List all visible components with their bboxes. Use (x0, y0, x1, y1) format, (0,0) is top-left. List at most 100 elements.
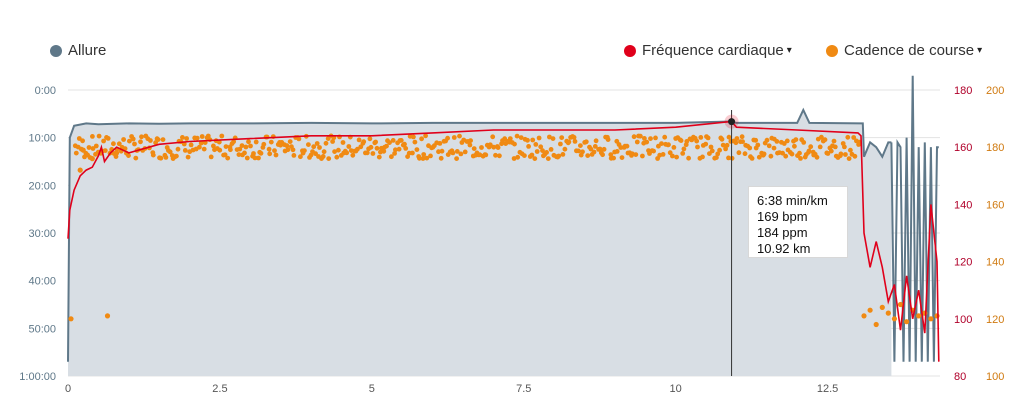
cadence-point (438, 155, 444, 161)
cadence-point (412, 139, 418, 145)
cadence-point (784, 138, 790, 144)
cadence-point (764, 137, 770, 143)
cadence-point (592, 144, 598, 149)
cadence-point (450, 150, 456, 156)
cadence-point (479, 145, 484, 150)
cadence-point (708, 144, 714, 150)
cadence-point (822, 137, 828, 143)
cadence-point (356, 137, 362, 143)
x-tick-label: 7.5 (516, 383, 531, 395)
cadence-point (653, 135, 658, 141)
cadence-point (662, 134, 668, 140)
cadence-point (916, 313, 922, 319)
chevron-down-icon[interactable]: ▾ (786, 45, 792, 56)
cadence-point (454, 149, 460, 154)
y-tick-label-heart-rate: 100 (954, 314, 972, 326)
cadence-point (739, 134, 745, 140)
cadence-point (242, 150, 247, 156)
cadence-point (184, 136, 190, 141)
cadence-point (736, 150, 742, 156)
cadence-point (272, 148, 277, 154)
legend-item-heart-rate[interactable]: Fréquence cardiaque ▾ (624, 42, 792, 59)
cadence-point (566, 139, 572, 145)
cadence-point (747, 145, 753, 151)
cadence-point (330, 139, 335, 144)
cadence-point (536, 135, 542, 141)
x-tick-label: 5 (369, 383, 375, 395)
cadence-point (302, 148, 307, 154)
cadence-point (733, 140, 739, 146)
cadence-point (801, 140, 807, 145)
cadence-point (709, 148, 715, 154)
cadence-point (522, 153, 527, 159)
cadence-point (843, 152, 848, 157)
cadence-point (266, 146, 272, 152)
tooltip-heart-rate: 169 bpm (757, 209, 808, 224)
y-tick-label-heart-rate: 140 (954, 199, 972, 211)
cadence-point (290, 147, 296, 153)
cadence-point (458, 151, 464, 157)
cadence-point (634, 139, 640, 145)
cadence-point (507, 136, 513, 142)
cadence-point (417, 155, 422, 161)
cadence-point (640, 153, 645, 159)
cadence-point (350, 152, 356, 158)
cadence-point (355, 146, 360, 152)
cadence-point (717, 147, 722, 153)
cadence-point (89, 156, 95, 162)
cadence-point (267, 151, 273, 157)
cadence-point (163, 155, 169, 160)
cadence-point (831, 138, 837, 144)
cadence-point (93, 143, 99, 149)
cadence-point (102, 148, 108, 154)
cadence-point (80, 138, 85, 144)
cadence-point (150, 152, 156, 158)
legend-item-pace[interactable]: Allure (50, 42, 106, 59)
cadence-point (393, 147, 398, 153)
cadence-point (780, 150, 785, 156)
legend-label-pace: Allure (68, 42, 107, 59)
cadence-point (666, 142, 671, 148)
cadence-point (832, 144, 838, 150)
cadence-point (562, 146, 568, 152)
x-tick-label: 0 (65, 383, 71, 395)
cadence-point (228, 147, 233, 153)
cadence-point (678, 138, 684, 144)
cadence-point (116, 141, 122, 147)
cadence-point (194, 135, 200, 141)
cadence-point (753, 137, 759, 143)
cadence-point (514, 133, 520, 139)
cadence-point (132, 141, 137, 147)
y-tick-label-heart-rate: 180 (954, 85, 972, 97)
cadence-point (547, 134, 552, 140)
cadence-point (180, 135, 185, 140)
legend-item-cadence[interactable]: Cadence de course ▾ (826, 42, 982, 59)
cadence-point (462, 149, 468, 155)
y-tick-label-cadence: 200 (986, 85, 1004, 97)
cadence-point (852, 153, 858, 159)
cadence-point (515, 154, 521, 160)
cadence-point (223, 144, 229, 150)
cadence-point (614, 149, 620, 154)
cadence-point (771, 145, 777, 151)
cadence-point (756, 154, 762, 160)
y-tick-label-cadence: 140 (986, 257, 1004, 269)
cadence-point (495, 145, 501, 151)
cadence-point (398, 138, 404, 143)
cadence-point (572, 139, 578, 144)
cadence-point (326, 156, 332, 162)
cadence-point (828, 148, 834, 154)
cadence-point (436, 149, 441, 155)
y-tick-label-pace: 20:00 (28, 180, 56, 192)
cadence-point (879, 304, 885, 310)
cadence-point (188, 142, 194, 148)
cadence-point (421, 152, 427, 157)
cursor-marker (728, 118, 736, 126)
cadence-point (838, 151, 844, 157)
chevron-down-icon[interactable]: ▾ (977, 45, 983, 56)
cadence-point (468, 138, 473, 144)
cadence-point (133, 155, 139, 161)
chart-legend: Allure Fréquence cardiaque ▾ Cadence de … (0, 0, 1024, 80)
cadence-point (121, 137, 126, 142)
